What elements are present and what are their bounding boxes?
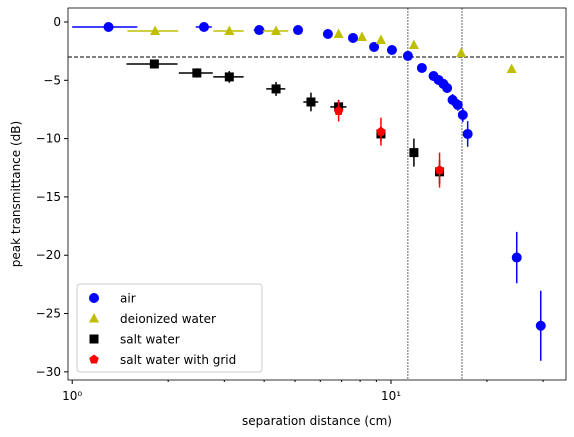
point xyxy=(511,252,522,263)
point xyxy=(376,126,386,136)
y-tick-label: −15 xyxy=(36,190,61,204)
point xyxy=(416,62,427,73)
point xyxy=(409,148,419,158)
point xyxy=(506,63,517,73)
y-axis-label: peak transmittance (dB) xyxy=(9,121,23,267)
legend-label: deionized water xyxy=(120,312,216,326)
point xyxy=(452,99,463,110)
y-tick-label: 0 xyxy=(53,15,61,29)
point xyxy=(462,128,473,139)
legend-marker xyxy=(89,354,99,364)
legend-marker xyxy=(89,313,99,323)
y-tick-label: −30 xyxy=(36,365,61,379)
y-tick-label: −10 xyxy=(36,132,61,146)
y-tick-label: −20 xyxy=(36,248,61,262)
point xyxy=(150,25,161,35)
point xyxy=(442,82,453,93)
x-axis-label: separation distance (cm) xyxy=(242,414,392,428)
legend-box xyxy=(76,283,263,373)
point xyxy=(456,47,467,58)
point xyxy=(457,109,468,120)
y-tick-label: −5 xyxy=(43,73,61,87)
plot-frame xyxy=(67,7,567,381)
point xyxy=(293,25,304,36)
point xyxy=(322,29,333,40)
point xyxy=(224,72,234,82)
legend-label: salt water xyxy=(120,333,180,347)
point xyxy=(192,68,202,78)
point xyxy=(402,50,413,61)
point xyxy=(224,25,235,35)
point xyxy=(271,25,282,35)
point xyxy=(347,32,358,43)
point xyxy=(434,165,445,175)
point xyxy=(369,41,380,52)
point xyxy=(333,105,344,116)
y-tick-label: −25 xyxy=(36,307,61,321)
legend-label: air xyxy=(120,292,136,306)
point xyxy=(271,84,281,94)
point xyxy=(386,44,397,55)
point xyxy=(333,28,344,39)
point xyxy=(356,31,367,42)
point xyxy=(254,25,265,36)
point xyxy=(149,59,159,69)
legend-label: salt water with grid xyxy=(120,353,236,367)
x-tick-label: 10⁰ xyxy=(62,389,82,403)
legend-marker xyxy=(89,334,99,344)
point xyxy=(103,22,114,33)
legend-marker xyxy=(89,293,99,303)
point xyxy=(408,39,419,49)
x-tick-label: 10¹ xyxy=(381,389,401,403)
point xyxy=(306,97,316,107)
point xyxy=(375,34,386,44)
point xyxy=(535,320,546,331)
point xyxy=(198,22,209,33)
